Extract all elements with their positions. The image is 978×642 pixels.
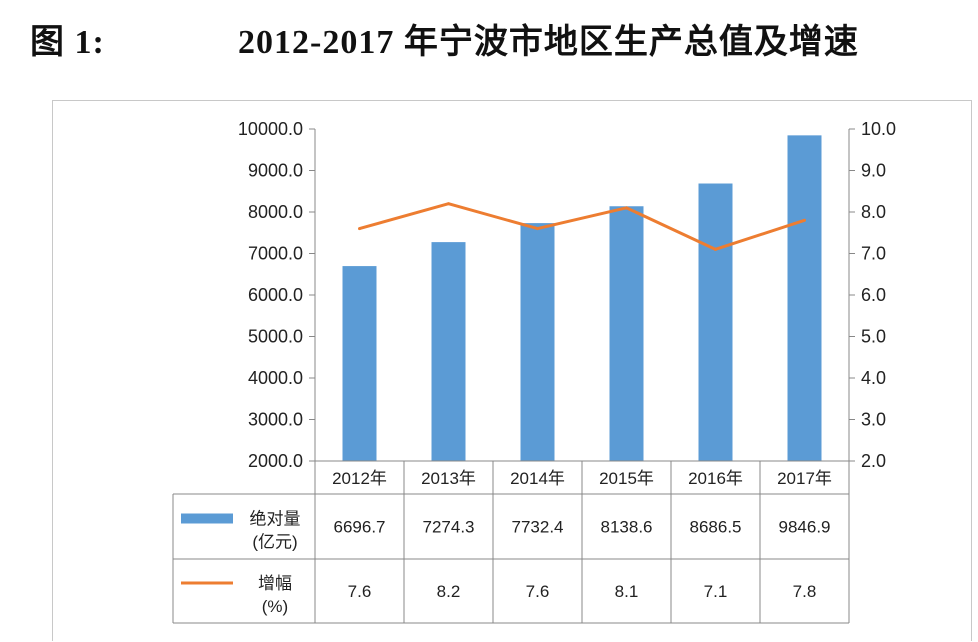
category-label: 2014年 (510, 469, 565, 488)
growth-point (447, 202, 450, 206)
chart-frame: 2000.0 3000.0 4000.0 5000.0 6000.0 7000.0 8000… (52, 100, 972, 641)
bar (520, 223, 555, 461)
gdp-growth-chart: 2000.0 3000.0 4000.0 5000.0 6000.0 7000.0 8000… (172, 119, 896, 624)
growth-point (625, 206, 628, 210)
series-unit: (亿元) (252, 533, 297, 552)
growth-point (358, 227, 361, 231)
data-cell: 8.2 (437, 582, 461, 601)
left-tick-label: 5000.0 (248, 327, 303, 347)
category-label: 2015年 (599, 469, 654, 488)
left-tick-label: 7000.0 (248, 244, 303, 264)
left-tick-label: 3000.0 (248, 410, 303, 430)
right-tick-label: 5.0 (861, 327, 886, 347)
right-tick-label: 9.0 (861, 161, 886, 181)
data-cell: 7.8 (793, 582, 817, 601)
category-label: 2017年 (777, 469, 832, 488)
right-tick-label: 6.0 (861, 285, 886, 305)
bar (787, 135, 822, 462)
right-tick-label: 8.0 (861, 202, 886, 222)
data-cell: 7.6 (526, 582, 550, 601)
left-tick-label: 10000.0 (238, 119, 303, 139)
data-cell: 7732.4 (512, 518, 564, 537)
growth-point (536, 227, 539, 231)
growth-point (714, 247, 717, 251)
right-tick-label: 7.0 (861, 244, 886, 264)
bar (609, 206, 644, 461)
series-name: 绝对量 (250, 510, 301, 529)
category-label: 2013年 (421, 469, 476, 488)
left-tick-label: 8000.0 (248, 202, 303, 222)
bar (431, 242, 466, 461)
left-tick-label: 4000.0 (248, 368, 303, 388)
left-tick-label: 6000.0 (248, 285, 303, 305)
left-tick-label: 9000.0 (248, 161, 303, 181)
figure-label: 图 1: (30, 24, 105, 61)
data-cell: 7.6 (348, 582, 372, 601)
right-tick-label: 10.0 (861, 119, 896, 139)
growth-point (803, 218, 806, 222)
series-unit: (%) (262, 597, 288, 616)
bar (698, 183, 733, 461)
category-label: 2016年 (688, 469, 743, 488)
right-tick-label: 4.0 (861, 368, 886, 388)
chart-title: 2012-2017 年宁波市地区生产总值及增速 (238, 24, 859, 61)
legend-key-bar (181, 513, 233, 524)
right-tick-label: 3.0 (861, 410, 886, 430)
series-name: 增幅 (258, 574, 292, 593)
data-cell: 9846.9 (779, 518, 831, 537)
data-cell: 6696.7 (334, 518, 386, 537)
right-tick-label: 2.0 (861, 451, 886, 471)
data-cell: 7274.3 (423, 518, 475, 537)
data-cell: 8138.6 (601, 518, 653, 537)
bar (342, 266, 377, 461)
data-cell: 8686.5 (690, 518, 742, 537)
data-cell: 8.1 (615, 582, 639, 601)
category-label: 2012年 (332, 469, 387, 488)
data-cell: 7.1 (704, 582, 728, 601)
growth-line (359, 202, 805, 251)
left-tick-label: 2000.0 (248, 451, 303, 471)
